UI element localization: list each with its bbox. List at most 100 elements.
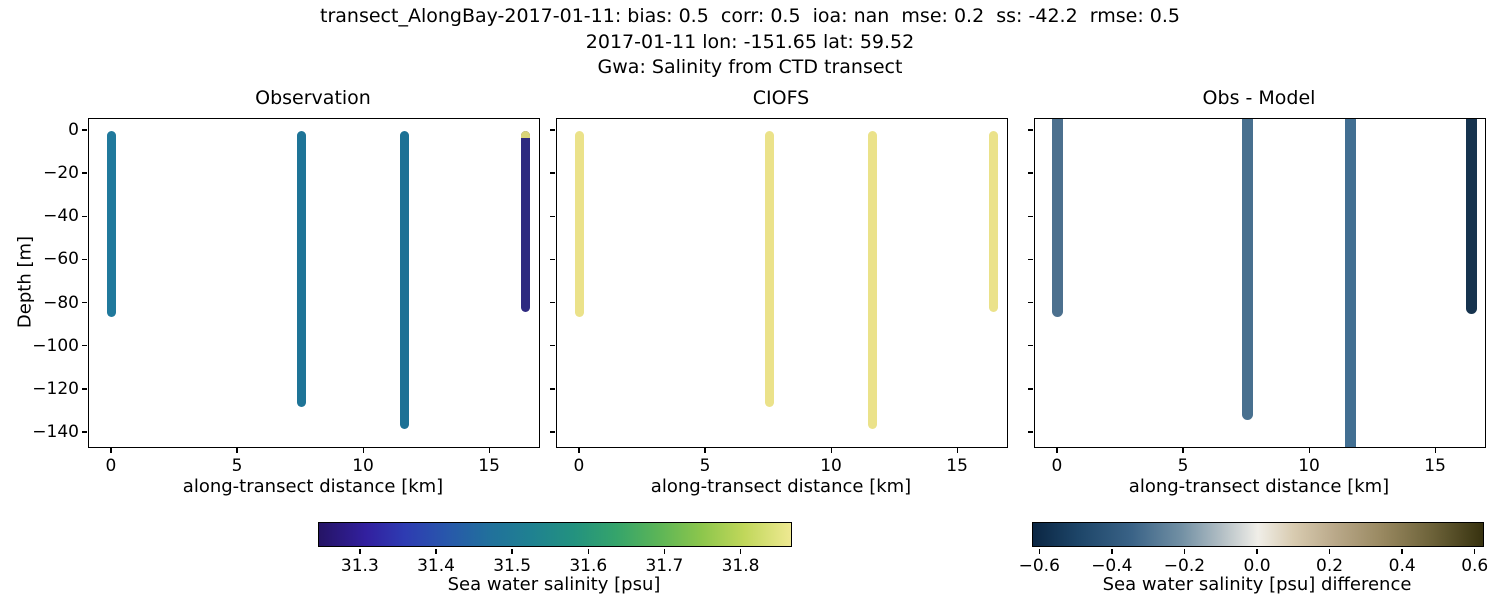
x-tick-label: 15 — [946, 456, 968, 476]
profile-line — [1465, 119, 1477, 315]
colorbar-tick-mark — [1038, 549, 1040, 554]
x-tick-label: 15 — [1424, 456, 1446, 476]
profile-line — [1241, 119, 1253, 421]
colorbar-tick-label: 0.6 — [1461, 556, 1489, 576]
colorbar-tick-mark — [1328, 549, 1331, 554]
colorbar-tick-label: −0.4 — [1091, 556, 1133, 576]
y-tick-label: −100 — [32, 335, 79, 356]
y-tick-mark — [1028, 344, 1033, 347]
colorbar-tick-label: 31.3 — [340, 556, 379, 576]
colorbar-tick-label: −0.2 — [1163, 556, 1206, 576]
colorbar-tick-label: 31.7 — [645, 556, 684, 576]
y-tick-mark — [550, 258, 555, 261]
y-tick-mark — [82, 129, 87, 131]
figure-subtitle-variable: Gwa: Salinity from CTD transect — [597, 56, 903, 78]
x-tick-label: 15 — [478, 456, 500, 476]
x-tick-label: 5 — [231, 456, 243, 476]
x-tick-label: 0 — [1051, 456, 1063, 476]
colorbar-tick-label: 31.6 — [569, 556, 608, 576]
colorbar-tick-mark — [1256, 549, 1258, 554]
x-tick-label: 0 — [105, 456, 117, 476]
panel-title-ciofs: CIOFS — [752, 87, 810, 109]
y-tick-mark — [1028, 301, 1033, 304]
profile-line — [107, 131, 117, 317]
panel-title-observation: Observation — [255, 87, 371, 109]
y-tick-label: 0 — [68, 120, 79, 141]
x-tick-mark — [1182, 448, 1184, 453]
y-tick-mark — [550, 301, 555, 304]
colorbar-salinity-label: Sea water salinity [psu] — [447, 574, 661, 595]
colorbar-salinity — [318, 522, 792, 547]
x-tick-label: 0 — [573, 456, 585, 476]
x-tick-label: 5 — [1177, 456, 1189, 476]
x-tick-mark — [1308, 448, 1311, 453]
y-tick-mark — [82, 388, 87, 390]
y-tick-label: −140 — [32, 421, 79, 442]
profile-line — [1344, 119, 1356, 447]
x-tick-mark — [830, 448, 833, 453]
x-tick-label: 10 — [1298, 456, 1320, 476]
colorbar-tick-mark — [587, 549, 589, 554]
colorbar-tick-label: 0.2 — [1316, 556, 1344, 576]
y-tick-mark — [82, 258, 87, 261]
y-tick-mark — [82, 431, 87, 433]
figure-subtitle-date-location: 2017-01-11 lon: -151.65 lat: 59.52 — [585, 31, 915, 53]
profile-line — [296, 131, 306, 408]
colorbar-tick-label: 31.5 — [493, 556, 532, 576]
y-tick-mark — [1028, 129, 1033, 131]
profile-line — [399, 131, 409, 429]
figure-title-stats: transect_AlongBay-2017-01-11: bias: 0.5 … — [320, 5, 1180, 27]
x-axis-label: along-transect distance [km] — [1128, 476, 1390, 497]
colorbar-salinity-gradient — [319, 523, 791, 546]
y-tick-label: −120 — [32, 378, 79, 399]
colorbar-tick-mark — [739, 549, 742, 554]
profile-line — [1052, 119, 1064, 317]
y-tick-mark — [1028, 172, 1033, 174]
y-tick-mark — [82, 344, 87, 347]
panel-observation-plot — [88, 118, 540, 448]
panel-title-obs-minus-model: Obs - Model — [1202, 87, 1316, 109]
profile-line — [867, 131, 877, 429]
x-axis-label: along-transect distance [km] — [650, 476, 912, 497]
colorbar-tick-label: 0.0 — [1243, 556, 1271, 576]
colorbar-tick-label: 31.8 — [721, 556, 760, 576]
y-tick-mark — [1028, 215, 1033, 218]
y-tick-mark — [550, 431, 555, 433]
x-tick-label: 5 — [699, 456, 711, 476]
profile-line — [520, 131, 530, 313]
y-tick-mark — [1028, 258, 1033, 261]
x-tick-mark — [110, 448, 112, 453]
y-tick-mark — [1028, 431, 1033, 433]
y-tick-mark — [550, 215, 555, 218]
profile-line — [575, 131, 585, 317]
x-tick-label: 10 — [820, 456, 842, 476]
colorbar-tick-mark — [435, 549, 437, 554]
y-tick-mark — [550, 172, 555, 174]
x-tick-mark — [488, 448, 491, 453]
colorbar-difference — [1032, 522, 1484, 547]
colorbar-tick-label: 0.4 — [1388, 556, 1416, 576]
profile-surface-tip — [520, 131, 530, 139]
colorbar-tick-mark — [1111, 549, 1113, 554]
panel-obs-minus-model-plot — [1034, 118, 1486, 448]
x-tick-mark — [1056, 448, 1058, 453]
panel-ciofs-plot — [556, 118, 1008, 448]
x-tick-mark — [362, 448, 365, 453]
y-tick-mark — [550, 388, 555, 390]
colorbar-tick-mark — [663, 549, 666, 554]
y-tick-label: −60 — [43, 249, 79, 270]
y-tick-mark — [550, 129, 555, 131]
colorbar-tick-mark — [1183, 549, 1186, 554]
y-tick-label: −80 — [43, 292, 79, 313]
colorbar-tick-label: −0.6 — [1018, 556, 1060, 576]
y-tick-label: −40 — [43, 206, 79, 227]
y-tick-mark — [550, 344, 555, 347]
y-tick-mark — [82, 172, 87, 174]
x-tick-label: 10 — [352, 456, 374, 476]
colorbar-tick-mark — [1401, 549, 1403, 554]
colorbar-tick-label: 31.4 — [417, 556, 455, 576]
profile-line — [988, 131, 998, 313]
x-tick-mark — [578, 448, 580, 453]
colorbar-tick-mark — [359, 549, 361, 554]
